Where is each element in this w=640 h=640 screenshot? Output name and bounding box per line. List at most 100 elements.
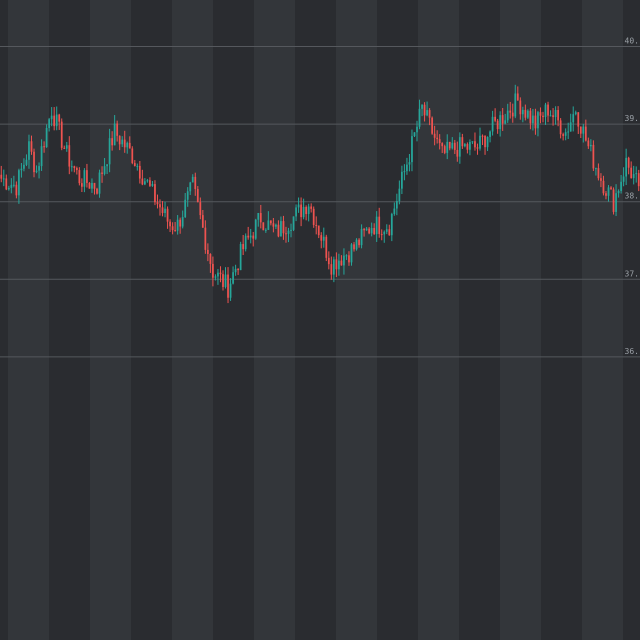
candle xyxy=(116,120,119,142)
candle xyxy=(161,201,164,217)
candle-body xyxy=(567,131,570,133)
candle xyxy=(242,234,245,255)
candle xyxy=(257,212,260,227)
candle xyxy=(287,227,290,243)
candle xyxy=(408,153,411,172)
candle xyxy=(325,234,328,262)
candle xyxy=(2,169,5,187)
candle-body xyxy=(206,249,209,254)
candle xyxy=(86,163,88,188)
candle xyxy=(612,187,615,215)
candle-body xyxy=(33,151,35,173)
candle-body xyxy=(516,93,519,101)
candle xyxy=(529,107,532,130)
candle xyxy=(317,225,320,239)
background-band xyxy=(582,0,623,640)
candle xyxy=(632,165,635,185)
y-tick-label: 38. xyxy=(625,192,639,201)
candle xyxy=(368,227,371,235)
candle xyxy=(249,228,252,244)
candle-body xyxy=(138,165,141,179)
candle xyxy=(151,180,154,187)
background-band xyxy=(172,0,213,640)
candle xyxy=(83,168,86,193)
candle-body xyxy=(620,181,622,191)
candle xyxy=(418,99,421,130)
candle-body xyxy=(257,213,260,220)
candle-body xyxy=(63,147,66,149)
candle xyxy=(506,103,509,123)
candle-body xyxy=(141,178,144,185)
candle-body xyxy=(86,170,88,183)
candle xyxy=(330,256,333,280)
candle-body xyxy=(398,188,401,202)
candle-body xyxy=(23,164,25,169)
candle-body xyxy=(161,207,164,214)
candle-body xyxy=(504,120,507,124)
candle-body xyxy=(25,159,28,165)
candle-body xyxy=(232,272,234,284)
candle xyxy=(96,187,98,195)
candle-body xyxy=(597,168,600,179)
candle xyxy=(516,86,519,101)
candle-body xyxy=(93,182,96,189)
candle xyxy=(224,267,227,289)
candle xyxy=(156,194,159,209)
candle xyxy=(194,172,197,196)
candle xyxy=(433,125,436,146)
candle xyxy=(30,135,33,155)
candle xyxy=(554,106,557,125)
candle-body xyxy=(494,116,496,121)
candle-body xyxy=(307,206,310,215)
candle xyxy=(552,108,554,126)
candle xyxy=(411,129,413,172)
candle-body xyxy=(300,204,302,218)
candle-body xyxy=(0,174,3,179)
candle xyxy=(451,137,454,150)
candle-body xyxy=(421,104,423,109)
candle xyxy=(50,107,53,127)
candle-body xyxy=(131,148,134,164)
candle xyxy=(625,148,628,186)
candle xyxy=(247,226,250,240)
candle xyxy=(121,136,124,148)
candle xyxy=(481,134,484,145)
candle-body xyxy=(227,274,229,298)
candle-body xyxy=(408,162,411,165)
candle xyxy=(549,110,552,117)
candle xyxy=(174,222,176,232)
candle xyxy=(75,166,78,175)
candle xyxy=(363,227,365,237)
candle-body xyxy=(388,229,391,236)
candle xyxy=(378,207,381,238)
candle xyxy=(562,132,565,141)
candle-body xyxy=(249,235,252,238)
candle xyxy=(315,216,318,235)
candle-body xyxy=(395,201,398,209)
candle-body xyxy=(587,140,590,147)
candle-body xyxy=(375,216,378,235)
candle xyxy=(547,101,549,123)
candle-body xyxy=(343,255,345,266)
candle xyxy=(524,104,527,121)
candle-body xyxy=(514,93,517,117)
candle-body xyxy=(428,110,431,118)
candle-body xyxy=(201,215,204,228)
candle xyxy=(390,212,393,242)
candle-body xyxy=(327,257,330,265)
candle xyxy=(113,115,116,146)
candle-body xyxy=(542,115,544,118)
candle xyxy=(595,167,597,176)
candle xyxy=(398,180,401,205)
candle xyxy=(305,205,308,221)
candle-body xyxy=(436,137,439,140)
candle xyxy=(201,209,204,228)
candle-body xyxy=(179,219,182,227)
candle xyxy=(118,135,121,151)
candle xyxy=(466,142,469,154)
candle xyxy=(592,140,595,171)
candle xyxy=(81,178,83,192)
candle xyxy=(252,231,255,247)
candle-body xyxy=(65,145,68,149)
candle xyxy=(259,204,262,229)
